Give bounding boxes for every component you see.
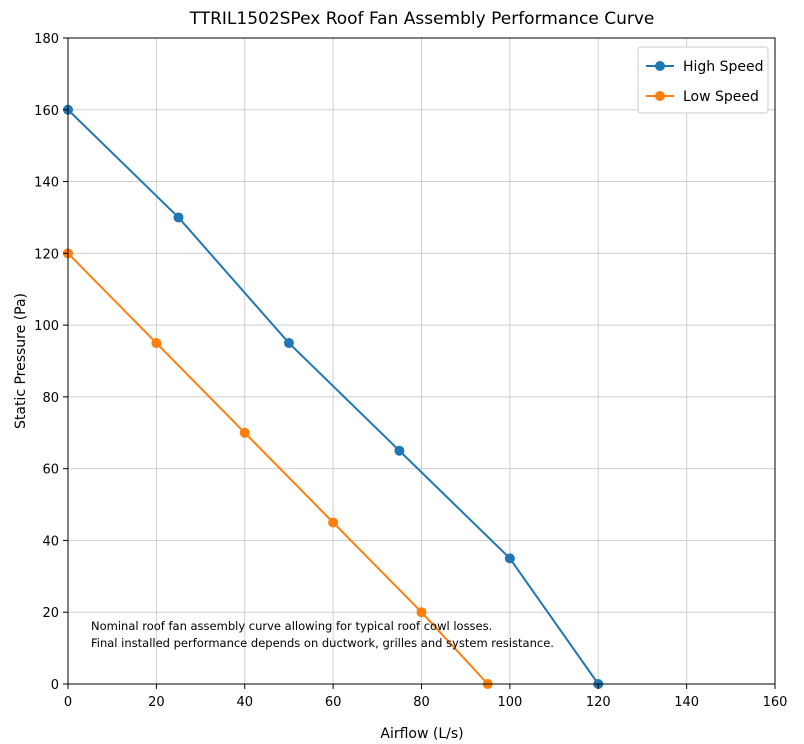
low-speed-point bbox=[151, 338, 162, 349]
low-speed-series-line bbox=[67, 252, 489, 685]
y-tick-label: 80 bbox=[42, 391, 59, 406]
high-speed-point bbox=[394, 445, 405, 456]
y-tick-label: 40 bbox=[42, 534, 59, 549]
annotation-line-1: Nominal roof fan assembly curve allowing… bbox=[91, 619, 492, 633]
high-speed-legend-label: High Speed bbox=[683, 59, 764, 75]
x-tick-label: 60 bbox=[325, 695, 342, 710]
series-layer bbox=[63, 104, 604, 689]
y-tick-label: 100 bbox=[34, 319, 59, 334]
low-speed-point bbox=[328, 517, 339, 528]
high-speed-point bbox=[283, 338, 294, 349]
y-tick-label: 60 bbox=[42, 463, 59, 478]
x-axis-label: Airflow (L/s) bbox=[380, 726, 463, 742]
x-tick-label: 140 bbox=[674, 695, 699, 710]
annotation-line-2: Final installed performance depends on d… bbox=[91, 636, 554, 650]
x-tick-label: 80 bbox=[413, 695, 430, 710]
high-speed-point bbox=[173, 212, 184, 223]
y-tick-label: 140 bbox=[34, 176, 59, 191]
x-tick-label: 40 bbox=[236, 695, 253, 710]
low-speed-legend-label: Low Speed bbox=[683, 89, 759, 105]
high-speed-legend-marker bbox=[655, 61, 665, 71]
x-tick-label: 0 bbox=[64, 695, 72, 710]
high-speed-series-line bbox=[67, 109, 600, 685]
y-tick-label: 160 bbox=[34, 104, 59, 119]
high-speed-point bbox=[504, 553, 515, 564]
x-tick-label: 20 bbox=[148, 695, 165, 710]
chart-title: TTRIL1502SPex Roof Fan Assembly Performa… bbox=[189, 9, 655, 29]
y-tick-label: 120 bbox=[34, 247, 59, 262]
x-tick-label: 120 bbox=[586, 695, 611, 710]
y-tick-label: 0 bbox=[51, 678, 59, 693]
low-speed-point bbox=[416, 607, 427, 618]
axis-ticks: 0 20 40 60 80 100 120 140 160 0 20 40 60 80 100 120 140 1… bbox=[34, 32, 787, 710]
low-speed-legend-marker bbox=[655, 91, 665, 101]
x-tick-label: 100 bbox=[497, 695, 522, 710]
y-tick-label: 20 bbox=[42, 606, 59, 621]
y-axis-label: Static Pressure (Pa) bbox=[13, 293, 29, 429]
legend: High Speed Low Speed bbox=[637, 46, 769, 114]
x-tick-label: 160 bbox=[763, 695, 788, 710]
low-speed-point bbox=[239, 427, 250, 438]
y-tick-label: 180 bbox=[34, 32, 59, 47]
